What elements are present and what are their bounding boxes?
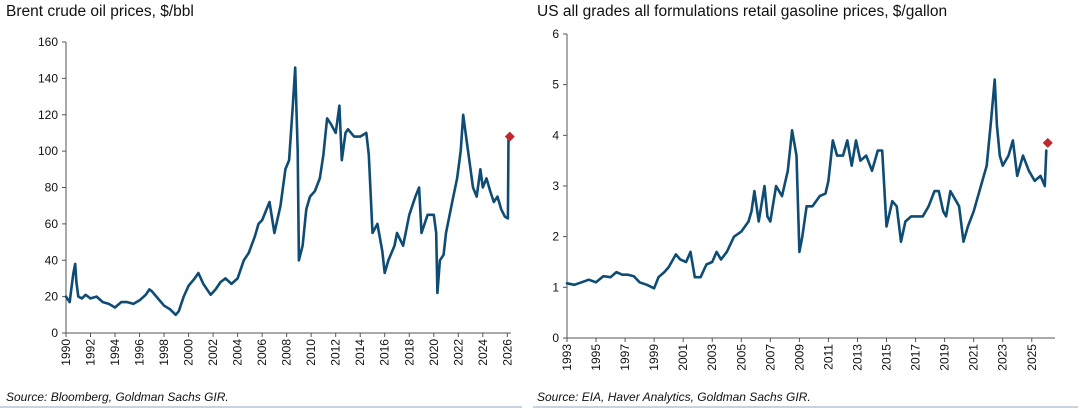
x-tick-label: 2008 [280,339,294,366]
y-tick-label: 160 [38,35,58,49]
x-tick-label: 2003 [705,344,719,371]
x-tick-label: 2013 [850,344,864,371]
x-tick-label: 1999 [647,344,661,371]
chart-title: Brent crude oil prices, $/bbl [6,3,194,20]
y-tick-label: 5 [552,78,559,92]
x-tick-label: 2016 [378,339,392,366]
x-tick-label: 1996 [133,339,147,366]
y-tick-label: 120 [38,108,58,122]
y-tick-label: 20 [45,290,59,304]
x-tick-label: 2025 [1025,344,1039,371]
x-tick-label: 2002 [206,339,220,366]
gasoline-chart-panel: US all grades all formulations retail ga… [533,0,1080,411]
chart-source: Source: EIA, Haver Analytics, Goldman Sa… [537,390,811,404]
x-tick-label: 2006 [255,339,269,366]
y-tick-label: 2 [552,230,559,244]
brent-chart: 0 20 40 60 80 100 120 140 160 1990 1992 1994 1996 199… [38,35,515,366]
x-tick-label: 1998 [157,339,171,366]
x-tick-label: 1994 [108,339,122,366]
x-tick-label: 2026 [500,339,514,366]
y-tick-label: 4 [552,128,559,142]
chart-title: US all grades all formulations retail ga… [537,3,948,20]
y-tick-label: 100 [38,144,58,158]
x-tick-label: 2005 [734,344,748,371]
y-tick-label: 140 [38,71,58,85]
brent-price-line [64,66,510,317]
source-divider [533,406,1078,408]
x-tick-label: 2018 [402,339,416,366]
y-tick-label: 1 [552,280,559,294]
y-tick-label: 40 [45,253,59,267]
latest-value-marker [1042,137,1053,148]
x-tick-label: 2014 [353,339,367,366]
x-tick-label: 2023 [996,344,1010,371]
y-tick-label: 6 [552,27,559,41]
x-tick-label: 2001 [676,344,690,371]
x-tick-label: 2007 [763,344,777,371]
y-tick-label: 80 [45,181,59,195]
x-tick-label: 2020 [427,339,441,366]
gasoline-chart: 0 1 2 3 4 5 6 1993 1995 1997 1999 2001 2003 2005 2007 2… [552,27,1055,371]
x-tick-label: 2019 [938,344,952,371]
chart-source: Source: Bloomberg, Goldman Sachs GIR. [6,390,229,404]
x-tick-label: 2010 [304,339,318,366]
x-tick-label: 2004 [231,339,245,366]
x-tick-label: 1995 [589,344,603,371]
x-tick-label: 2009 [792,344,806,371]
x-tick-label: 2012 [329,339,343,366]
x-tick-label: 2024 [476,339,490,366]
y-tick-label: 60 [45,217,59,231]
latest-value-marker [504,131,515,142]
y-tick-label: 3 [552,179,559,193]
x-tick-label: 1997 [618,344,632,371]
x-tick-label: 2021 [967,344,981,371]
gasoline-price-line [565,78,1048,290]
x-tick-label: 1993 [560,344,574,371]
source-divider [0,406,522,408]
y-tick-label: 0 [552,331,559,345]
brent-chart-panel: Brent crude oil prices, $/bbl 0 20 40 60 80 1… [0,0,530,411]
x-tick-label: 2022 [451,339,465,366]
y-tick-label: 0 [51,326,58,340]
x-tick-label: 2015 [880,344,894,371]
x-tick-label: 2017 [909,344,923,371]
x-tick-label: 2011 [821,344,835,370]
x-tick-label: 1992 [84,339,98,366]
x-tick-label: 2000 [182,339,196,366]
x-tick-label: 1990 [59,339,73,366]
